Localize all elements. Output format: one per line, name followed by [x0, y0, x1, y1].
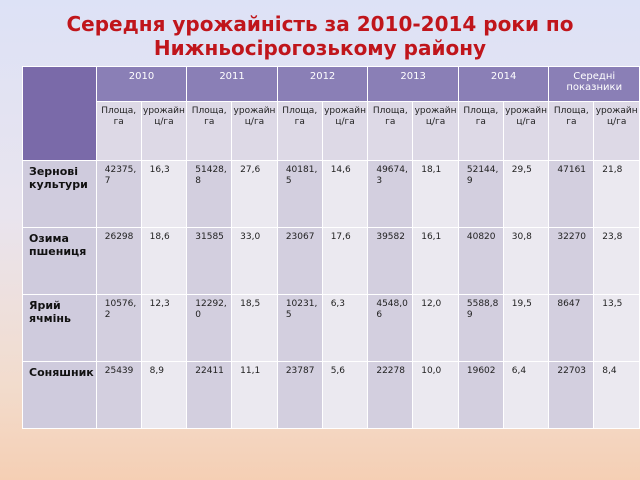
cell-area: 23067: [276, 227, 323, 295]
cell-yield: 18,6: [140, 227, 188, 295]
cell-area: 42375,7: [95, 160, 142, 228]
cell-area: 19602: [457, 361, 504, 429]
cell-yield: 18,1: [412, 160, 459, 228]
title-line-2: Нижньосірогозькому району: [153, 36, 487, 60]
cell-area: 23787: [276, 361, 323, 429]
subheader-area: Площа, га: [548, 101, 595, 161]
cell-yield: 8,4: [593, 361, 640, 429]
cell-yield: 19,5: [502, 294, 550, 362]
cell-area: 26298: [95, 227, 142, 295]
subheader-yield: урожайн ц/га: [593, 101, 640, 161]
cell-area: 52144,9: [457, 160, 504, 228]
cell-yield: 10,0: [412, 361, 459, 429]
table-row: Соняшник 25439 8,9 22411 11,1 23787 5,6 …: [22, 361, 640, 429]
subheader-row: Площа, га урожайн ц/га Площа, га урожайн…: [23, 101, 640, 161]
cell-area: 49674,3: [367, 160, 414, 228]
cell-area: 40820: [457, 227, 504, 295]
corner-cell: [22, 66, 97, 161]
subheader-area: Площа, га: [95, 101, 142, 161]
cell-yield: 23,8: [593, 227, 640, 295]
cell-area: 10576,2: [95, 294, 142, 362]
subheader-yield: урожайн ц/га: [502, 101, 550, 161]
subheader-area: Площа, га: [457, 101, 504, 161]
cell-yield: 21,8: [593, 160, 640, 228]
year-header-average: Середні показники: [548, 66, 640, 102]
cell-yield: 27,6: [231, 160, 278, 228]
subheader-area: Площа, га: [367, 101, 414, 161]
cell-area: 22411: [186, 361, 233, 429]
subheader-area: Площа, га: [276, 101, 323, 161]
cell-yield: 12,3: [140, 294, 188, 362]
row-label: Озима пшениця: [22, 227, 97, 295]
subheader-area: Площа, га: [186, 101, 233, 161]
cell-yield: 16,1: [412, 227, 459, 295]
table-row: Озима пшениця 26298 18,6 31585 33,0 2306…: [22, 227, 640, 295]
cell-yield: 16,3: [140, 160, 188, 228]
cell-yield: 5,6: [321, 361, 369, 429]
cell-area: 31585: [186, 227, 233, 295]
cell-area: 12292,0: [186, 294, 233, 362]
table-row: Ярий ячмінь 10576,2 12,3 12292,0 18,5 10…: [22, 294, 640, 362]
year-header-2011: 2011: [186, 66, 278, 102]
cell-area: 8647: [548, 294, 595, 362]
cell-area: 5588,89: [457, 294, 504, 362]
row-label: Ярий ячмінь: [22, 294, 97, 362]
cell-yield: 18,5: [231, 294, 278, 362]
year-header-2014: 2014: [457, 66, 550, 102]
table-row: Зернові культури 42375,7 16,3 51428,8 27…: [22, 160, 640, 228]
row-label: Соняшник: [22, 361, 97, 429]
cell-yield: 6,4: [502, 361, 550, 429]
cell-yield: 30,8: [502, 227, 550, 295]
cell-area: 25439: [95, 361, 142, 429]
cell-area: 39582: [367, 227, 414, 295]
cell-yield: 14,6: [321, 160, 369, 228]
subheader-yield: урожайн ц/га: [321, 101, 369, 161]
cell-area: 32270: [548, 227, 595, 295]
subheader-yield: урожайн ц/га: [231, 101, 278, 161]
cell-area: 47161: [548, 160, 595, 228]
subheader-yield: урожайн ц/га: [412, 101, 459, 161]
year-header-2013: 2013: [367, 66, 459, 102]
cell-area: 22703: [548, 361, 595, 429]
year-header-2012: 2012: [276, 66, 369, 102]
cell-yield: 12,0: [412, 294, 459, 362]
yield-table: 2010 2011 2012 2013 2014 Середні показни…: [22, 66, 640, 429]
title-line-1: Середня урожайність за 2010-2014 роки по: [66, 12, 574, 36]
year-header-row: 2010 2011 2012 2013 2014 Середні показни…: [22, 66, 640, 161]
row-label: Зернові культури: [22, 160, 97, 228]
cell-area: 22278: [367, 361, 414, 429]
subheader-yield: урожайн ц/га: [140, 101, 188, 161]
cell-yield: 29,5: [502, 160, 550, 228]
cell-yield: 33,0: [231, 227, 278, 295]
page-title: Середня урожайність за 2010-2014 роки по…: [0, 12, 640, 60]
year-header-2010: 2010: [95, 66, 188, 102]
cell-yield: 13,5: [593, 294, 640, 362]
cell-yield: 17,6: [321, 227, 369, 295]
cell-yield: 11,1: [231, 361, 278, 429]
cell-area: 10231,5: [276, 294, 323, 362]
cell-area: 4548,06: [367, 294, 414, 362]
cell-area: 51428,8: [186, 160, 233, 228]
cell-area: 40181,5: [276, 160, 323, 228]
cell-yield: 6,3: [321, 294, 369, 362]
cell-yield: 8,9: [140, 361, 188, 429]
